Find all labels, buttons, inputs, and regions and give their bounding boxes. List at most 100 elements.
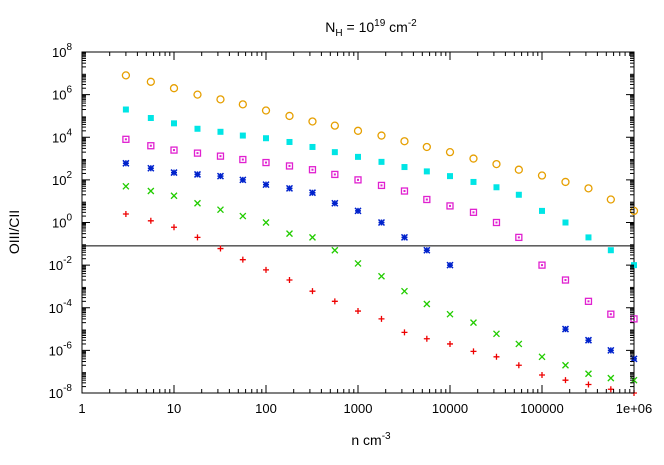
data-point-filled-square bbox=[539, 207, 545, 214]
data-point-filled-square bbox=[493, 184, 500, 191]
data-point-plus bbox=[401, 329, 408, 336]
x-axis-label: n cm-3 bbox=[351, 431, 391, 448]
data-point-filled-square bbox=[286, 138, 293, 145]
data-point-open-square bbox=[377, 181, 386, 190]
data-point-cross bbox=[607, 374, 615, 382]
data-point-plus bbox=[171, 224, 177, 231]
data-point-plus bbox=[378, 315, 385, 322]
data-point-star bbox=[331, 199, 339, 207]
chart-title: NH = 1019 cm-2 bbox=[325, 18, 417, 39]
data-point-cross bbox=[515, 340, 523, 348]
x-tick-label: 10 bbox=[167, 401, 181, 416]
data-point-open-square bbox=[239, 155, 247, 164]
data-point-filled-square bbox=[423, 168, 430, 175]
data-point-circle bbox=[377, 131, 386, 140]
data-point-filled-square bbox=[217, 128, 224, 135]
data-point-star bbox=[193, 170, 202, 178]
data-point-circle bbox=[193, 90, 202, 99]
data-point-circle bbox=[146, 77, 155, 86]
data-point-circle bbox=[169, 84, 179, 93]
x-tick-label: 1000 bbox=[344, 401, 373, 416]
data-point-star bbox=[584, 336, 593, 344]
data-point-cross bbox=[470, 319, 477, 327]
data-point-cross bbox=[446, 310, 454, 318]
data-point-filled-square bbox=[194, 125, 201, 132]
data-point-filled-square bbox=[607, 247, 614, 254]
data-point-open-square bbox=[216, 152, 225, 160]
y-tick-label: 106 bbox=[52, 85, 72, 103]
y-tick-label: 10-8 bbox=[49, 383, 73, 401]
data-point-cross bbox=[423, 300, 431, 308]
data-point-plus bbox=[539, 371, 545, 378]
data-point-star bbox=[239, 176, 247, 184]
data-point-circle bbox=[584, 184, 593, 193]
data-point-filled-square bbox=[171, 120, 177, 127]
x-tick-label: 1 bbox=[78, 401, 85, 416]
data-point-circle bbox=[561, 177, 570, 187]
data-point-open-square bbox=[607, 310, 615, 318]
data-point-filled-square bbox=[263, 135, 269, 142]
data-point-plus bbox=[122, 211, 129, 218]
data-point-open-square bbox=[561, 276, 570, 284]
data-point-star bbox=[561, 325, 570, 333]
x-tick-label: 1e+06 bbox=[616, 401, 653, 416]
data-point-cross bbox=[378, 272, 385, 280]
data-point-filled-square bbox=[515, 191, 522, 198]
data-point-plus bbox=[147, 217, 154, 224]
data-point-open-square bbox=[122, 135, 130, 143]
data-point-plus bbox=[585, 381, 592, 388]
data-point-circle bbox=[537, 171, 547, 180]
data-point-cross bbox=[286, 230, 293, 238]
data-point-filled-square bbox=[378, 158, 385, 165]
data-point-plus bbox=[355, 308, 361, 315]
data-point-cross bbox=[493, 330, 500, 338]
data-marks bbox=[121, 71, 639, 396]
data-point-filled-square bbox=[309, 143, 316, 150]
data-point-open-square bbox=[193, 149, 202, 157]
data-point-circle bbox=[216, 95, 225, 104]
data-point-star bbox=[216, 172, 225, 180]
data-point-plus bbox=[493, 353, 500, 360]
data-point-plus bbox=[423, 335, 430, 342]
data-point-star bbox=[285, 184, 294, 192]
data-point-filled-square bbox=[562, 219, 569, 226]
data-point-open-square bbox=[331, 170, 339, 179]
data-point-circle bbox=[330, 121, 339, 130]
data-point-star bbox=[377, 218, 386, 227]
data-point-cross bbox=[122, 182, 130, 190]
y-tick-label: 10-2 bbox=[49, 255, 73, 273]
data-point-cross bbox=[262, 219, 270, 226]
data-point-plus bbox=[515, 362, 522, 369]
data-point-plus bbox=[263, 266, 269, 273]
data-point-star bbox=[147, 164, 155, 172]
y-axis-ticks: 10-8 10-6 10-4 10-2 100 102 104 106 108 bbox=[49, 42, 634, 401]
data-point-circle bbox=[514, 165, 523, 174]
data-point-circle bbox=[353, 126, 363, 135]
y-tick-label: 102 bbox=[52, 170, 72, 188]
x-tick-label: 100000 bbox=[520, 401, 563, 416]
y-tick-label: 100 bbox=[52, 213, 72, 231]
data-point-star bbox=[607, 346, 615, 354]
data-point-open-square bbox=[515, 233, 523, 242]
data-point-plus bbox=[607, 386, 614, 393]
data-point-cross bbox=[585, 370, 592, 378]
data-point-cross bbox=[217, 206, 224, 214]
data-point-circle bbox=[308, 117, 317, 126]
data-point-cross bbox=[562, 361, 569, 369]
data-point-circle bbox=[606, 195, 615, 204]
y-axis-label: OIII/CII bbox=[6, 210, 22, 254]
data-point-plus bbox=[217, 245, 224, 252]
data-point-star bbox=[170, 169, 178, 177]
data-point-plus bbox=[286, 277, 293, 284]
data-point-open-square bbox=[147, 142, 155, 150]
data-point-plus bbox=[562, 377, 569, 384]
data-point-plus bbox=[447, 340, 453, 347]
data-point-star bbox=[354, 207, 362, 215]
y-tick-label: 108 bbox=[52, 42, 72, 60]
data-point-plus bbox=[331, 298, 338, 305]
data-point-open-square bbox=[170, 146, 178, 154]
data-point-star bbox=[262, 181, 270, 189]
data-point-circle bbox=[469, 154, 478, 163]
data-point-filled-square bbox=[585, 234, 592, 241]
